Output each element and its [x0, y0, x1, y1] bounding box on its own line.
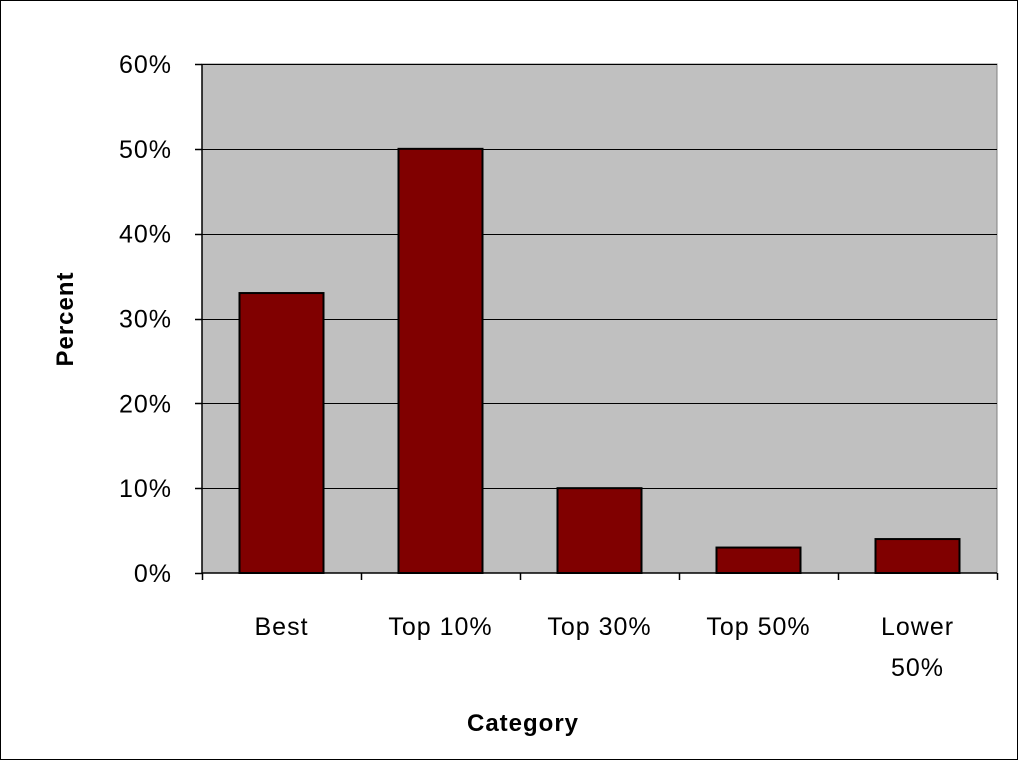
bar — [715, 546, 802, 574]
y-tick-label: 50% — [119, 136, 172, 164]
y-tick-label: 10% — [119, 475, 172, 503]
x-tick-label: Top 30% — [547, 613, 651, 641]
x-tick-label: Lower 50% — [881, 613, 954, 682]
bar — [556, 487, 643, 574]
gridlines — [202, 64, 997, 489]
x-tick-label: Top 50% — [706, 613, 810, 641]
y-tick-labels: 0% 10% 20% 30% 40% 50% 60% — [119, 51, 172, 588]
y-tick-label: 0% — [134, 560, 172, 588]
x-tick-labels: Best Top 10% Top 30% Top 50% Lower 50% — [254, 613, 954, 682]
y-tick-label: 40% — [119, 221, 172, 249]
x-axis-title: Category — [467, 710, 579, 737]
y-tick-label: 20% — [119, 390, 172, 418]
x-tick-label: Top 10% — [388, 613, 492, 641]
y-tick-label: 30% — [119, 306, 172, 334]
bar — [874, 538, 961, 574]
y-tick-label: 60% — [119, 51, 172, 79]
axes — [195, 63, 999, 580]
x-tick-label: Best — [254, 613, 308, 641]
bar — [238, 292, 325, 574]
bars — [238, 147, 961, 574]
y-axis-title: Percent — [52, 271, 79, 366]
bar — [397, 147, 484, 574]
